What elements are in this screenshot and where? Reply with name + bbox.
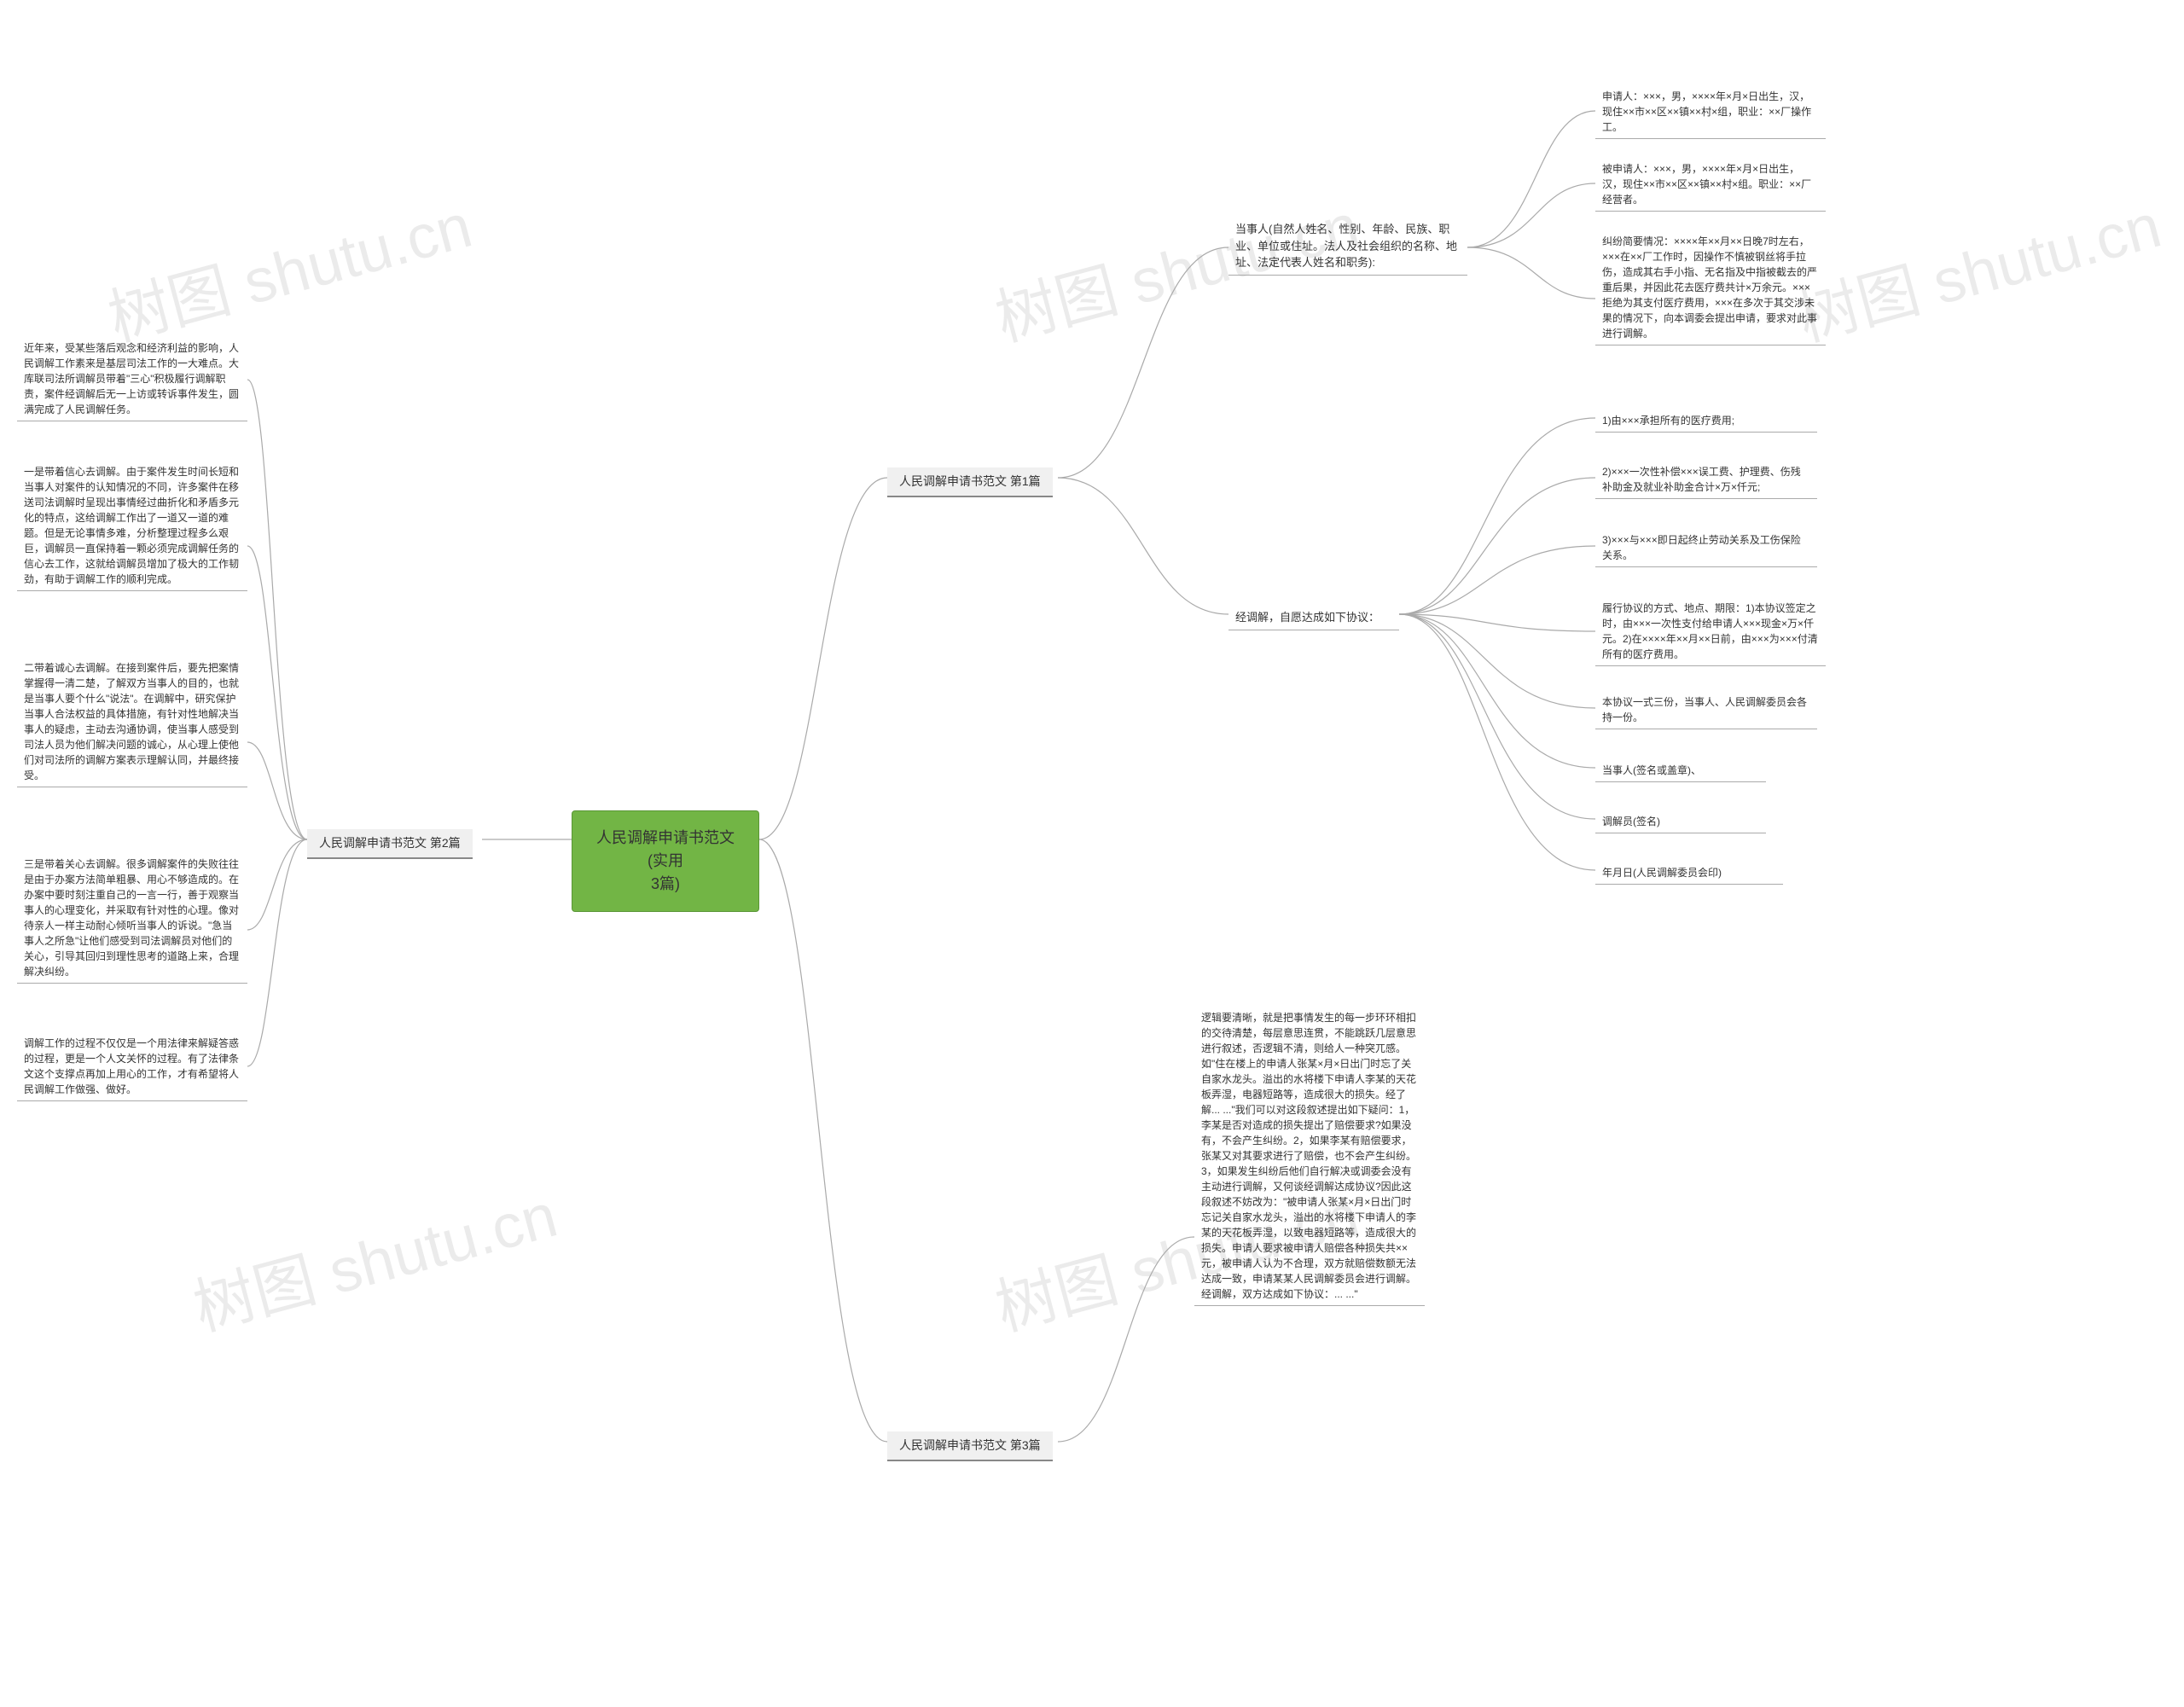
branch-1-applicant[interactable]: 申请人：×××，男，××××年×月×日出生，汉，现住××市××区××镇××村×组…: [1595, 85, 1826, 139]
branch-2-title[interactable]: 人民调解申请书范文 第2篇: [307, 829, 473, 859]
watermark: 树图 shutu.cn: [97, 175, 480, 357]
root-node[interactable]: 人民调解申请书范文(实用 3篇): [572, 810, 759, 912]
branch-1-agreement-6[interactable]: 当事人(签名或盖章)、: [1595, 759, 1766, 782]
branch-1-agreement-3[interactable]: 3)×××与×××即日起终止劳动关系及工伤保险关系。: [1595, 529, 1817, 567]
branch-1-party-label[interactable]: 当事人(自然人姓名、性别、年龄、民族、职业、单位或住址。法人及社会组织的名称、地…: [1228, 218, 1467, 276]
branch-1-agreement-1[interactable]: 1)由×××承担所有的医疗费用;: [1595, 409, 1817, 433]
watermark: 树图 shutu.cn: [183, 1164, 566, 1347]
branch-1-agreement-7[interactable]: 调解员(签名): [1595, 810, 1766, 833]
branch-1-title[interactable]: 人民调解申请书范文 第1篇: [887, 467, 1053, 497]
branch-2-para-1[interactable]: 近年来，受某些落后观念和经济利益的影响，人民调解工作素来是基层司法工作的一大难点…: [17, 337, 247, 421]
branch-1-agreement-label[interactable]: 经调解，自愿达成如下协议：: [1228, 606, 1399, 630]
branch-1-agreement-8[interactable]: 年月日(人民调解委员会印): [1595, 862, 1783, 885]
branch-2-para-5[interactable]: 调解工作的过程不仅仅是一个用法律来解疑答惑的过程，更是一个人文关怀的过程。有了法…: [17, 1032, 247, 1101]
branch-2-para-2[interactable]: 一是带着信心去调解。由于案件发生时间长短和当事人对案件的认知情况的不同，许多案件…: [17, 461, 247, 591]
branch-1-respondent[interactable]: 被申请人：×××，男，××××年×月×日出生，汉，现住××市××区××镇××村×…: [1595, 158, 1826, 212]
watermark: 树图 shutu.cn: [1786, 175, 2169, 357]
branch-1-agreement-2[interactable]: 2)×××一次性补偿×××误工费、护理费、伤残补助金及就业补助金合计×万×仟元;: [1595, 461, 1817, 499]
branch-1-agreement-4[interactable]: 履行协议的方式、地点、期限：1)本协议签定之时，由×××一次性支付给申请人×××…: [1595, 597, 1826, 666]
branch-2-para-3[interactable]: 二带着诚心去调解。在接到案件后，要先把案情掌握得一清二楚，了解双方当事人的目的，…: [17, 657, 247, 787]
branch-1-agreement-5[interactable]: 本协议一式三份，当事人、人民调解委员会各持一份。: [1595, 691, 1817, 729]
branch-3-title[interactable]: 人民调解申请书范文 第3篇: [887, 1431, 1053, 1461]
branch-2-para-4[interactable]: 三是带着关心去调解。很多调解案件的失败往往是由于办案方法简单粗暴、用心不够造成的…: [17, 853, 247, 984]
root-line1: 人民调解申请书范文(实用: [593, 827, 738, 873]
branch-3-content[interactable]: 逻辑要清晰，就是把事情发生的每一步环环相扣的交待清楚，每层意思连贯，不能跳跃几层…: [1194, 1007, 1425, 1306]
branch-1-dispute[interactable]: 纠纷简要情况：××××年××月××日晚7时左右，×××在××厂工作时，因操作不慎…: [1595, 230, 1826, 345]
root-line2: 3篇): [593, 873, 738, 896]
